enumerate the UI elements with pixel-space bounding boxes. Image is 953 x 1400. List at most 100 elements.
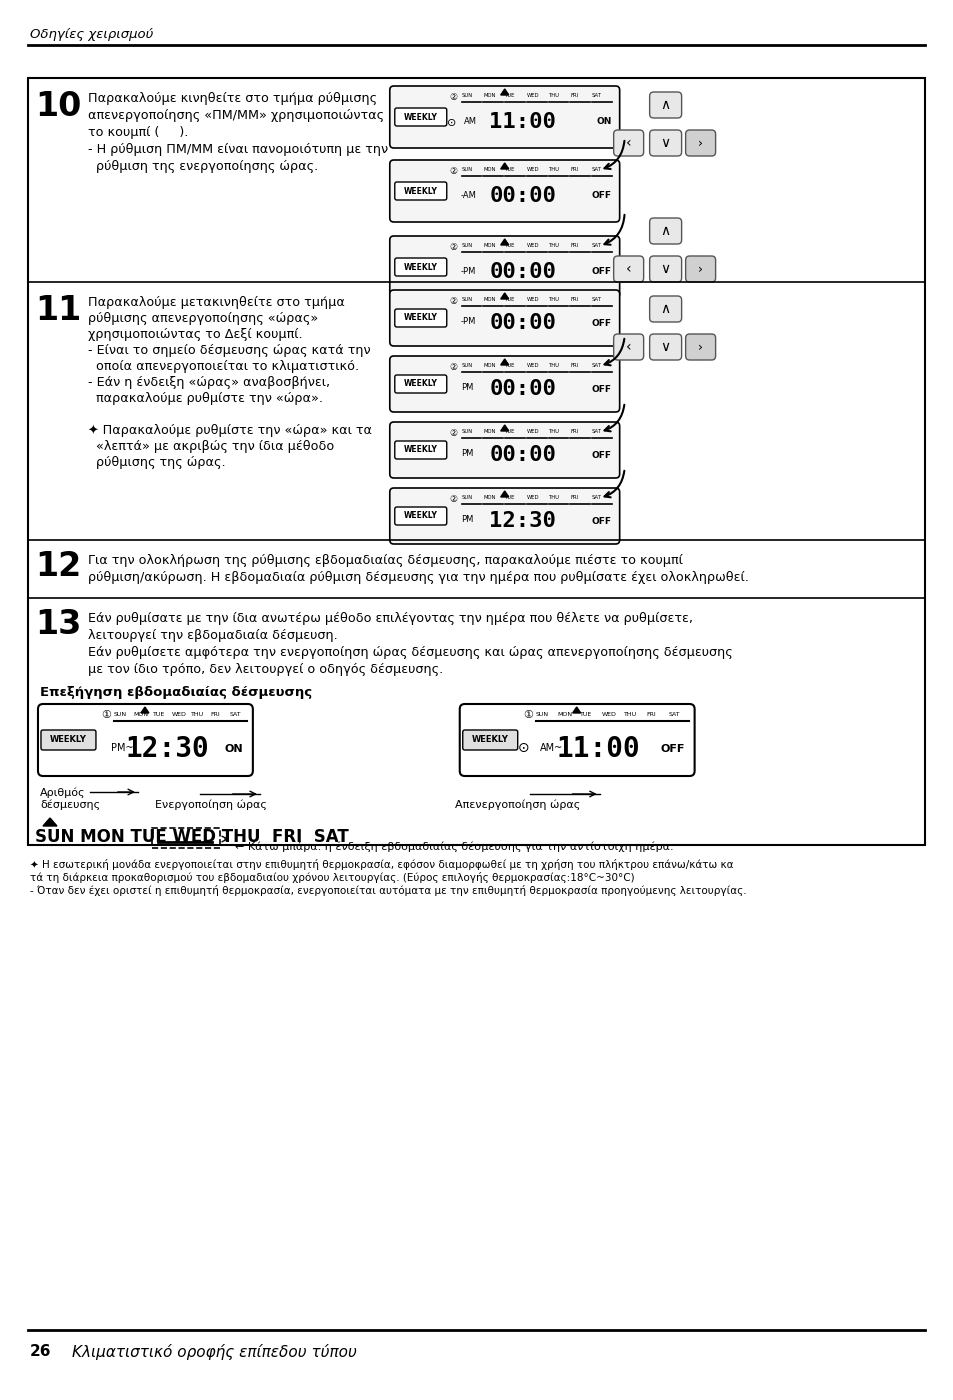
Polygon shape	[500, 491, 508, 497]
FancyBboxPatch shape	[390, 85, 619, 148]
Text: WED: WED	[172, 713, 187, 717]
Text: 26: 26	[30, 1344, 51, 1359]
Text: ρύθμισης απενεργοποίησης «ώρας»: ρύθμισης απενεργοποίησης «ώρας»	[88, 312, 318, 325]
Polygon shape	[500, 358, 508, 365]
Text: SUN: SUN	[461, 363, 473, 368]
Text: FRI: FRI	[210, 713, 220, 717]
Text: SUN: SUN	[461, 496, 473, 500]
Text: THU: THU	[548, 92, 559, 98]
Text: τά τη διάρκεια προκαθορισμού του εβδομαδιαίου χρόνου λειτουργίας. (Εύρος επιλογή: τά τη διάρκεια προκαθορισμού του εβδομαδ…	[30, 872, 634, 883]
Text: FRI: FRI	[570, 297, 578, 302]
Text: THU: THU	[548, 428, 559, 434]
Text: ∨: ∨	[659, 340, 670, 354]
Text: SAT: SAT	[668, 713, 679, 717]
Text: SUN: SUN	[461, 428, 473, 434]
Text: FRI: FRI	[646, 713, 656, 717]
Text: ∨: ∨	[659, 262, 670, 276]
Text: Ενεργοποίηση ώρας: Ενεργοποίηση ώρας	[154, 799, 267, 811]
Text: THU: THU	[548, 167, 559, 172]
Text: THU: THU	[548, 297, 559, 302]
FancyBboxPatch shape	[649, 218, 680, 244]
Text: WEEKLY: WEEKLY	[403, 379, 437, 388]
Text: χρησιμοποιώντας το Δεξί κουμπί.: χρησιμοποιώντας το Δεξί κουμπί.	[88, 328, 302, 342]
Text: Κλιματιστικό οροφής επίπεδου τύπου: Κλιματιστικό οροφής επίπεδου τύπου	[71, 1344, 356, 1359]
Text: ✦ Η εσωτερική μονάδα ενεργοποιείται στην επιθυμητή θερμοκρασία, εφόσον διαμορφωθ: ✦ Η εσωτερική μονάδα ενεργοποιείται στην…	[30, 860, 733, 869]
FancyBboxPatch shape	[390, 160, 619, 223]
Text: ②: ②	[449, 242, 457, 252]
Text: ∧: ∧	[659, 302, 670, 316]
Text: MON: MON	[483, 496, 496, 500]
FancyBboxPatch shape	[649, 335, 680, 360]
FancyBboxPatch shape	[38, 704, 253, 776]
Text: ✦ Παρακαλούμε ρυθμίστε την «ώρα» και τα: ✦ Παρακαλούμε ρυθμίστε την «ώρα» και τα	[88, 424, 372, 437]
Text: «λεπτά» με ακριβώς την ίδια μέθοδο: «λεπτά» με ακριβώς την ίδια μέθοδο	[88, 440, 334, 454]
Text: Αριθμός: Αριθμός	[40, 788, 86, 798]
Text: -AM: -AM	[460, 190, 476, 199]
Text: WED: WED	[526, 244, 538, 248]
Text: ›: ›	[698, 263, 702, 276]
Text: PM: PM	[460, 449, 473, 459]
Text: δέσμευσης: δέσμευσης	[40, 799, 100, 811]
Text: FRI: FRI	[570, 244, 578, 248]
Text: Παρακαλούμε μετακινηθείτε στο τμήμα: Παρακαλούμε μετακινηθείτε στο τμήμα	[88, 295, 344, 309]
Text: 00:00: 00:00	[489, 186, 556, 206]
Text: THU: THU	[623, 713, 637, 717]
Text: AM~: AM~	[539, 743, 562, 753]
Polygon shape	[500, 90, 508, 95]
Text: TUE: TUE	[505, 167, 515, 172]
Text: ②: ②	[449, 494, 457, 504]
Text: Οδηγίες χειρισμού: Οδηγίες χειρισμού	[30, 28, 153, 41]
Text: ∧: ∧	[659, 224, 670, 238]
Text: TUE: TUE	[579, 713, 592, 717]
Text: OFF: OFF	[591, 319, 611, 328]
Text: SAT: SAT	[592, 244, 601, 248]
Text: WEEKLY: WEEKLY	[403, 112, 437, 122]
Text: SUN: SUN	[461, 244, 473, 248]
Text: Εάν ρυθμίσατε με την ίδια ανωτέρω μέθοδο επιλέγοντας την ημέρα που θέλετε να ρυθ: Εάν ρυθμίσατε με την ίδια ανωτέρω μέθοδο…	[88, 612, 692, 624]
Text: WED: WED	[526, 428, 538, 434]
Text: ①: ①	[522, 710, 532, 720]
Text: ∧: ∧	[659, 98, 670, 112]
Text: 00:00: 00:00	[489, 314, 556, 333]
Text: OFF: OFF	[591, 267, 611, 277]
Polygon shape	[500, 426, 508, 431]
Text: Επεξήγηση εβδομαδιαίας δέσμευσης: Επεξήγηση εβδομαδιαίας δέσμευσης	[40, 686, 312, 699]
Polygon shape	[500, 293, 508, 300]
Text: PM: PM	[460, 515, 473, 525]
Text: WEEKLY: WEEKLY	[403, 445, 437, 455]
Text: - Εάν η ένδειξη «ώρας» αναβοσβήνει,: - Εάν η ένδειξη «ώρας» αναβοσβήνει,	[88, 377, 330, 389]
Polygon shape	[141, 707, 149, 713]
Text: WEEKLY: WEEKLY	[472, 735, 508, 745]
Text: 11: 11	[35, 294, 81, 328]
FancyBboxPatch shape	[613, 335, 643, 360]
Text: ②: ②	[449, 363, 457, 371]
Polygon shape	[500, 162, 508, 169]
Text: SUN: SUN	[461, 92, 473, 98]
FancyBboxPatch shape	[459, 704, 694, 776]
Text: 11:00: 11:00	[489, 112, 556, 132]
FancyBboxPatch shape	[390, 356, 619, 412]
Text: TUE: TUE	[505, 297, 515, 302]
Text: ρύθμιση/ακύρωση. Η εβδομαδιαία ρύθμιση δέσμευσης για την ημέρα που ρυθμίσατε έχε: ρύθμιση/ακύρωση. Η εβδομαδιαία ρύθμιση δ…	[88, 571, 748, 584]
Text: ← Κάτω μπάρα: η ένδειξη εβδομαδιαίας δέσμευσης για την αντίστοιχη ημέρα.: ← Κάτω μπάρα: η ένδειξη εβδομαδιαίας δέσ…	[234, 841, 673, 853]
Text: ②: ②	[449, 428, 457, 437]
Text: TUE: TUE	[505, 496, 515, 500]
Text: FRI: FRI	[570, 92, 578, 98]
Text: SUN MON TUE WED THU  FRI  SAT: SUN MON TUE WED THU FRI SAT	[35, 827, 349, 846]
FancyBboxPatch shape	[462, 729, 517, 750]
Text: Απενεργοποίηση ώρας: Απενεργοποίηση ώρας	[455, 799, 579, 811]
Text: THU: THU	[548, 363, 559, 368]
Text: MON: MON	[558, 713, 573, 717]
Text: - Όταν δεν έχει οριστεί η επιθυμητή θερμοκρασία, ενεργοποιείται αυτόματα με την : - Όταν δεν έχει οριστεί η επιθυμητή θερμ…	[30, 885, 746, 896]
Text: 13: 13	[35, 608, 81, 641]
Text: PM: PM	[460, 384, 473, 392]
FancyBboxPatch shape	[390, 237, 619, 298]
Text: ON: ON	[596, 118, 611, 126]
Text: MON: MON	[483, 244, 496, 248]
Text: -PM: -PM	[460, 318, 476, 326]
Text: -PM: -PM	[460, 266, 476, 276]
FancyBboxPatch shape	[649, 295, 680, 322]
Text: OFF: OFF	[591, 451, 611, 459]
Text: ρύθμισης της ώρας.: ρύθμισης της ώρας.	[88, 456, 225, 469]
Text: λειτουργεί την εβδομαδιαία δέσμευση.: λειτουργεί την εβδομαδιαία δέσμευση.	[88, 629, 337, 643]
